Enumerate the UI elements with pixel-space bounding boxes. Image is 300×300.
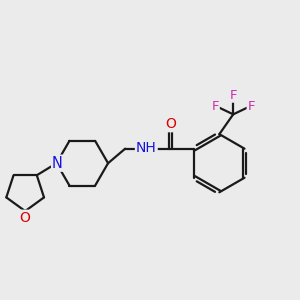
Text: F: F: [211, 100, 219, 112]
Text: O: O: [20, 211, 31, 225]
Text: NH: NH: [136, 141, 157, 155]
Text: N: N: [52, 156, 63, 171]
Text: F: F: [248, 100, 255, 112]
Text: O: O: [165, 117, 176, 131]
Text: F: F: [230, 89, 237, 102]
